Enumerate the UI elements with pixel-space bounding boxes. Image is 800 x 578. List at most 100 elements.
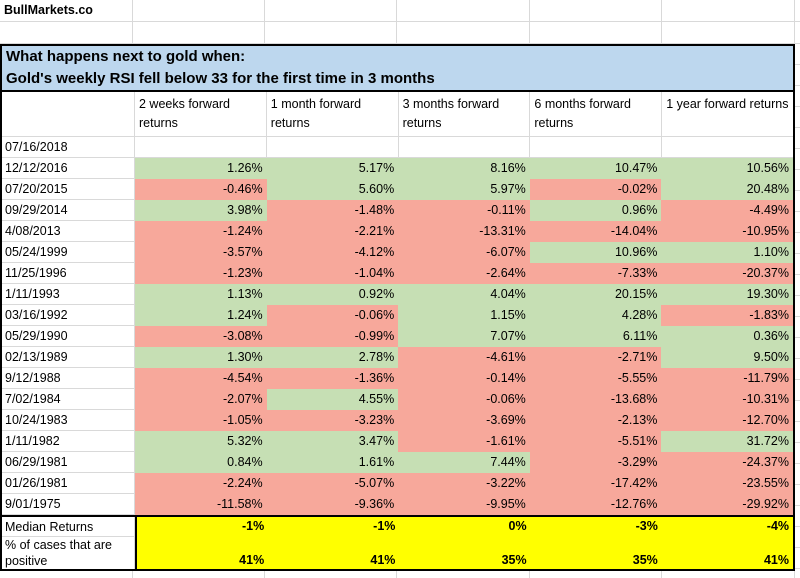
date-cell[interactable]: 9/12/1988 <box>2 368 135 389</box>
date-cell[interactable]: 02/13/1989 <box>2 347 135 368</box>
empty-cell[interactable] <box>530 0 662 22</box>
value-cell[interactable]: -2.24% <box>135 473 267 494</box>
date-cell[interactable]: 7/02/1984 <box>2 389 135 410</box>
value-cell[interactable]: 0.92% <box>266 284 399 305</box>
value-cell[interactable]: -12.76% <box>529 494 662 515</box>
value-cell[interactable]: -11.58% <box>135 494 267 515</box>
value-cell[interactable]: -1.23% <box>135 263 267 284</box>
value-cell[interactable] <box>135 137 267 158</box>
value-cell[interactable] <box>398 137 531 158</box>
value-cell[interactable]: -4.12% <box>266 242 399 263</box>
date-cell[interactable]: 1/11/1982 <box>2 431 135 452</box>
value-cell[interactable]: -23.55% <box>661 473 793 494</box>
value-cell[interactable]: -5.07% <box>266 473 399 494</box>
value-cell[interactable]: 5.60% <box>266 179 399 200</box>
date-cell[interactable]: 03/16/1992 <box>2 305 135 326</box>
column-header-3-months[interactable]: 3 months forward returns <box>398 92 531 137</box>
value-cell[interactable]: -24.37% <box>661 452 793 473</box>
value-cell[interactable]: 20.48% <box>661 179 793 200</box>
value-cell[interactable]: 3.47% <box>266 431 399 452</box>
value-cell[interactable]: -3.29% <box>529 452 662 473</box>
median-value-cell[interactable]: 0% <box>508 519 527 533</box>
value-cell[interactable]: 1.24% <box>135 305 267 326</box>
value-cell[interactable]: 10.56% <box>661 158 793 179</box>
median-value-cell[interactable]: -1% <box>373 519 396 533</box>
value-cell[interactable]: 2.78% <box>266 347 399 368</box>
value-cell[interactable]: 20.15% <box>529 284 662 305</box>
value-cell[interactable]: -29.92% <box>661 494 793 515</box>
date-cell[interactable]: 05/24/1999 <box>2 242 135 263</box>
date-column-header[interactable] <box>2 92 135 137</box>
value-cell[interactable]: -1.61% <box>398 431 530 452</box>
value-cell[interactable]: -0.46% <box>135 179 267 200</box>
value-cell[interactable]: -3.08% <box>135 326 267 347</box>
value-cell[interactable]: -9.95% <box>398 494 530 515</box>
value-cell[interactable]: 1.30% <box>135 347 267 368</box>
value-cell[interactable]: -13.31% <box>398 221 530 242</box>
date-cell[interactable]: 4/08/2013 <box>2 221 135 242</box>
value-cell[interactable]: 0.96% <box>529 200 662 221</box>
value-cell[interactable]: 31.72% <box>661 431 793 452</box>
value-cell[interactable]: -17.42% <box>529 473 662 494</box>
value-cell[interactable]: 9.50% <box>661 347 793 368</box>
value-cell[interactable]: -0.06% <box>266 305 399 326</box>
positive-value-cell[interactable]: 35% <box>632 553 658 567</box>
column-header-1-month[interactable]: 1 month forward returns <box>266 92 399 137</box>
column-header-2-weeks[interactable]: 2 weeks forward returns <box>135 92 267 137</box>
value-cell[interactable]: 5.32% <box>135 431 267 452</box>
value-cell[interactable]: -0.02% <box>529 179 662 200</box>
value-cell[interactable]: 5.97% <box>398 179 530 200</box>
value-cell[interactable]: -5.55% <box>529 368 662 389</box>
value-cell[interactable]: -1.83% <box>661 305 793 326</box>
empty-cell[interactable] <box>397 22 530 44</box>
value-cell[interactable]: -11.79% <box>661 368 793 389</box>
value-cell[interactable]: 7.07% <box>398 326 530 347</box>
empty-cell[interactable] <box>0 22 133 44</box>
value-cell[interactable]: -1.36% <box>266 368 399 389</box>
empty-cell[interactable] <box>265 0 397 22</box>
value-cell[interactable]: -1.04% <box>266 263 399 284</box>
value-cell[interactable]: -4.61% <box>398 347 530 368</box>
percent-positive-label[interactable]: % of cases that are positive <box>2 537 135 569</box>
empty-cell[interactable] <box>662 22 795 44</box>
value-cell[interactable]: -3.22% <box>398 473 530 494</box>
value-cell[interactable]: -20.37% <box>661 263 793 284</box>
date-cell[interactable]: 10/24/1983 <box>2 410 135 431</box>
date-cell[interactable]: 07/16/2018 <box>2 137 135 158</box>
median-returns-label[interactable]: Median Returns <box>2 517 135 537</box>
value-cell[interactable]: 1.13% <box>135 284 267 305</box>
value-cell[interactable]: -1.48% <box>266 200 399 221</box>
value-cell[interactable]: -4.49% <box>661 200 793 221</box>
value-cell[interactable]: -10.95% <box>661 221 793 242</box>
date-cell[interactable]: 01/26/1981 <box>2 473 135 494</box>
empty-cell[interactable] <box>795 22 800 44</box>
median-value-cell[interactable]: -4% <box>766 519 790 533</box>
value-cell[interactable]: -1.24% <box>135 221 267 242</box>
date-cell[interactable]: 09/29/2014 <box>2 200 135 221</box>
value-cell[interactable]: 7.44% <box>398 452 530 473</box>
positive-value-cell[interactable]: 35% <box>501 553 527 567</box>
value-cell[interactable]: -0.99% <box>266 326 399 347</box>
value-cell[interactable]: 19.30% <box>661 284 793 305</box>
median-value-cell[interactable]: -1% <box>241 519 265 533</box>
median-value-cell[interactable]: -3% <box>635 519 658 533</box>
value-cell[interactable]: -12.70% <box>661 410 793 431</box>
empty-cell[interactable] <box>662 0 795 22</box>
value-cell[interactable]: 4.28% <box>529 305 662 326</box>
value-cell[interactable]: -7.33% <box>529 263 662 284</box>
date-cell[interactable]: 06/29/1981 <box>2 452 135 473</box>
value-cell[interactable]: -3.69% <box>398 410 530 431</box>
value-cell[interactable]: 1.15% <box>398 305 530 326</box>
value-cell[interactable]: 0.84% <box>135 452 267 473</box>
date-cell[interactable]: 05/29/1990 <box>2 326 135 347</box>
value-cell[interactable]: 6.11% <box>529 326 662 347</box>
positive-value-cell[interactable]: 41% <box>239 553 265 567</box>
empty-cell[interactable] <box>265 22 397 44</box>
empty-cell[interactable] <box>397 0 530 22</box>
value-cell[interactable]: -6.07% <box>398 242 530 263</box>
value-cell[interactable]: -2.64% <box>398 263 530 284</box>
positive-value-cell[interactable]: 41% <box>370 553 396 567</box>
value-cell[interactable]: 10.47% <box>529 158 662 179</box>
value-cell[interactable]: 8.16% <box>398 158 530 179</box>
value-cell[interactable] <box>530 137 663 158</box>
